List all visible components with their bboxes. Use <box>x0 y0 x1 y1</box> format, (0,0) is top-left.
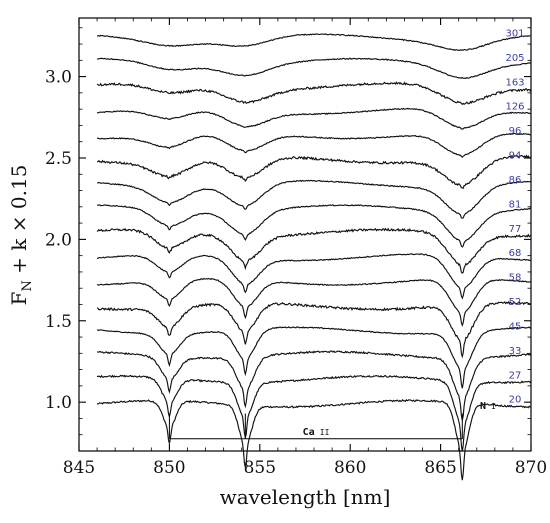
spectrum-line-58 <box>96 277 532 327</box>
ca-ii-annotation: Ca II <box>303 420 330 439</box>
series-label-81: 81 <box>509 199 522 210</box>
spectrum-line-77 <box>96 227 532 274</box>
series-label-96: 96 <box>509 126 522 137</box>
series-label-27: 27 <box>509 370 522 381</box>
x-tick-label: 860 <box>334 458 366 478</box>
spectrum-line-20 <box>96 398 532 481</box>
spectrum-line-68 <box>96 253 532 300</box>
spectrum-line-33 <box>96 350 532 421</box>
x-tick-label: 865 <box>424 458 456 478</box>
series-labels-group: 20 27 33 45 52 58 68 77 81 86 94 96 126 163 205 301 <box>505 28 524 405</box>
spectrum-line-81 <box>97 204 532 248</box>
x-axis-title: wavelength [nm] <box>220 485 391 509</box>
series-label-58: 58 <box>509 273 522 284</box>
series-label-68: 68 <box>509 248 522 259</box>
series-label-20: 20 <box>509 395 522 406</box>
y-axis-ticks: 1.0 1.5 2.0 2.5 3.0 <box>45 27 531 436</box>
spectrum-line-163 <box>96 81 532 106</box>
spectrum-line-126 <box>96 107 532 130</box>
x-axis-ticks: 845 850 855 860 865 870 <box>63 18 547 478</box>
y-tick-label: 1.0 <box>45 393 72 413</box>
spectrum-line-94 <box>96 154 532 189</box>
series-label-77: 77 <box>509 224 522 235</box>
spectrum-line-301 <box>96 33 532 52</box>
plot-frame <box>78 17 532 452</box>
x-tick-label: 845 <box>63 458 95 478</box>
series-label-86: 86 <box>509 175 522 186</box>
y-tick-label: 2.5 <box>45 149 72 169</box>
series-label-126: 126 <box>505 102 524 113</box>
spectrum-line-96 <box>97 132 532 159</box>
spectra-group <box>96 33 532 481</box>
series-label-163: 163 <box>505 77 524 88</box>
ca-line-markers <box>168 413 463 440</box>
series-label-33: 33 <box>509 346 522 357</box>
spectrum-line-205 <box>96 57 532 79</box>
x-tick-label: 855 <box>244 458 276 478</box>
x-tick-label: 850 <box>153 458 185 478</box>
y-axis-title: FN + k × 0.15 <box>7 165 35 306</box>
series-label-94: 94 <box>509 151 522 162</box>
y-tick-label: 3.0 <box>45 68 72 88</box>
n-i-annotation: N I <box>480 394 496 413</box>
y-tick-label: 2.0 <box>45 230 72 250</box>
spectrum-line-45 <box>97 326 532 389</box>
series-label-301: 301 <box>505 28 524 39</box>
series-label-45: 45 <box>509 321 522 332</box>
y-tick-label: 1.5 <box>45 312 72 332</box>
x-tick-label: 870 <box>515 458 547 478</box>
series-label-205: 205 <box>505 53 524 64</box>
spectrum-line-52 <box>96 300 532 359</box>
series-label-52: 52 <box>509 297 522 308</box>
spectrum-line-86 <box>97 179 532 219</box>
